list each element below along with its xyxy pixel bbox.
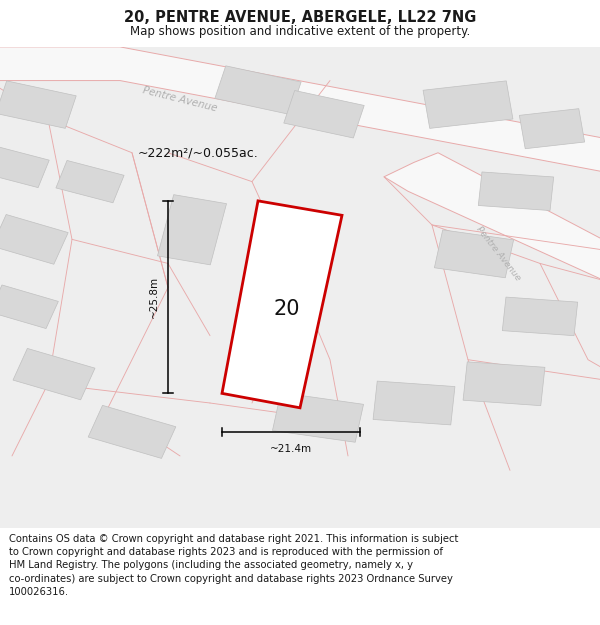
Text: Map shows position and indicative extent of the property.: Map shows position and indicative extent… [130, 26, 470, 39]
Polygon shape [478, 172, 554, 211]
Polygon shape [0, 285, 58, 329]
Polygon shape [157, 194, 227, 265]
Polygon shape [463, 362, 545, 406]
Polygon shape [0, 147, 49, 188]
Polygon shape [56, 161, 124, 202]
Polygon shape [384, 152, 600, 292]
Text: 20: 20 [273, 299, 300, 319]
Polygon shape [373, 381, 455, 425]
Polygon shape [0, 81, 76, 128]
Text: ~21.4m: ~21.4m [270, 444, 312, 454]
Text: ~25.8m: ~25.8m [149, 276, 159, 318]
Text: ~222m²/~0.055ac.: ~222m²/~0.055ac. [138, 146, 259, 159]
Polygon shape [272, 392, 364, 442]
Polygon shape [423, 81, 513, 128]
Text: Contains OS data © Crown copyright and database right 2021. This information is : Contains OS data © Crown copyright and d… [9, 534, 458, 597]
Polygon shape [284, 91, 364, 138]
Polygon shape [520, 109, 584, 149]
Polygon shape [215, 66, 301, 114]
Polygon shape [502, 297, 578, 336]
Polygon shape [434, 230, 514, 278]
Polygon shape [13, 348, 95, 400]
Text: Pentre Avenue: Pentre Avenue [142, 86, 218, 114]
Polygon shape [222, 201, 342, 408]
Polygon shape [0, 47, 600, 177]
Polygon shape [0, 214, 68, 264]
Text: 20, PENTRE AVENUE, ABERGELE, LL22 7NG: 20, PENTRE AVENUE, ABERGELE, LL22 7NG [124, 10, 476, 25]
Text: Pentre Avenue: Pentre Avenue [474, 225, 522, 282]
Polygon shape [88, 406, 176, 458]
